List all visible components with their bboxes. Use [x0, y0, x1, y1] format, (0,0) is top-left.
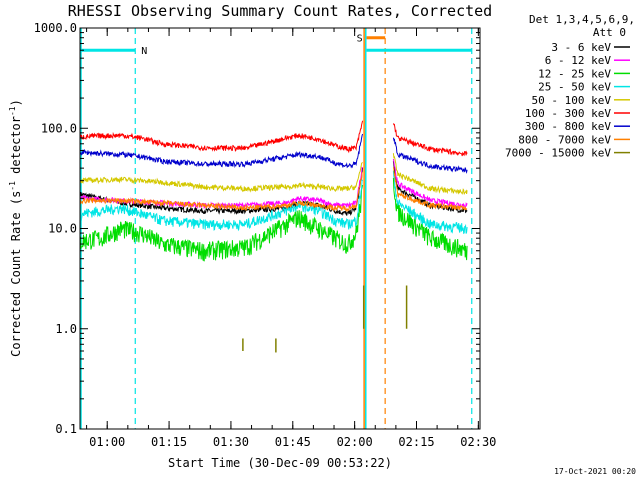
y-label-main: Corrected Count Rate (s	[9, 191, 23, 357]
series-line	[79, 184, 364, 262]
plot-area: NS	[79, 28, 473, 429]
y-tick-label: 100.0	[41, 121, 77, 135]
series-line	[79, 133, 364, 169]
series-line	[392, 177, 468, 261]
x-tick-label: 01:30	[213, 435, 249, 449]
legend-label: 50 - 100 keV	[532, 94, 612, 107]
legend-label: 3 - 6 keV	[551, 41, 611, 54]
x-tick-label: 01:00	[89, 435, 125, 449]
series-line	[79, 171, 363, 213]
series-line	[79, 162, 363, 193]
legend-label: 6 - 12 keV	[545, 54, 612, 67]
legend-label: 12 - 25 keV	[538, 67, 611, 80]
legend-label: 100 - 300 keV	[525, 107, 611, 120]
legend-label: 800 - 7000 keV	[518, 133, 611, 146]
x-tick-label: 01:15	[151, 435, 187, 449]
x-axis-label: Start Time (30-Dec-09 00:53:22)	[168, 456, 392, 470]
saa-label: S	[357, 34, 363, 45]
x-tick-label: 02:15	[398, 435, 434, 449]
x-tick-label: 02:00	[337, 435, 373, 449]
y-tick-label: 1.0	[55, 322, 77, 336]
y-tick-label: 0.1	[55, 422, 77, 436]
night-label: N	[141, 46, 147, 57]
chart-title: RHESSI Observing Summary Count Rates, Co…	[68, 2, 492, 20]
series-line	[79, 120, 364, 154]
legend-header-2: Att 0	[593, 26, 626, 39]
legend-label: 7000 - 15000 keV	[505, 147, 611, 160]
x-tick-label: 02:30	[460, 435, 496, 449]
series-line	[392, 167, 468, 211]
y-label-mid: detector	[9, 116, 23, 181]
footer-date: 17-Oct-2021 00:20	[554, 467, 636, 476]
y-tick-label: 10.0	[48, 222, 77, 236]
y-tick-label: 1000.0	[34, 21, 77, 35]
legend-label: 300 - 800 keV	[525, 120, 611, 133]
y-axis: 1000.0 100.0 10.0 1.0 0.1	[34, 21, 480, 436]
y-label-end: )	[9, 99, 23, 106]
y-label-sup2: -1	[8, 106, 17, 116]
legend-label: 25 - 50 keV	[538, 81, 611, 94]
series-line	[79, 178, 364, 232]
series-line	[392, 153, 468, 195]
x-tick-label: 01:45	[275, 435, 311, 449]
series-line	[392, 123, 468, 157]
x-axis: 01:00 01:15 01:30 01:45 02:00 02:15 02:30	[86, 28, 496, 449]
y-axis-label: Corrected Count Rate (s-1 detector-1)	[8, 99, 23, 357]
y-label-sup1: -1	[8, 181, 17, 191]
series-line	[392, 170, 468, 235]
series-line	[392, 137, 468, 174]
legend-header-1: Det 1,3,4,5,6,9,	[529, 13, 635, 26]
